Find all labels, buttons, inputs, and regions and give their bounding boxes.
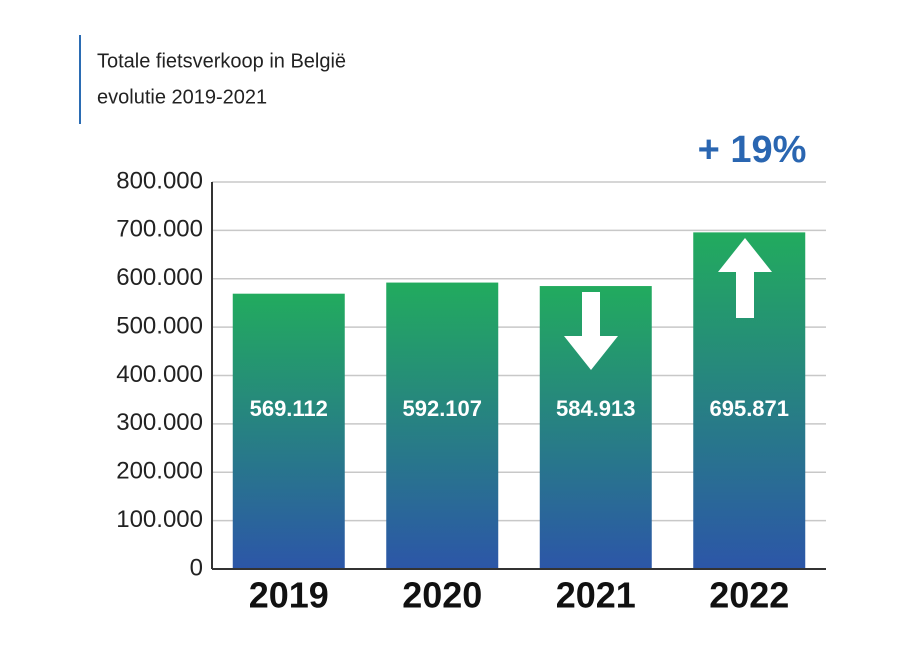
chart-title: Totale fietsverkoop in België [97,50,346,72]
value-label: 695.871 [709,396,789,421]
bar [386,282,499,569]
y-tick-label: 700.000 [116,216,203,243]
y-tick-label: 0 [190,554,203,581]
y-tick-label: 200.000 [116,458,203,485]
x-tick-label: 2022 [709,575,789,616]
value-label: 592.107 [402,396,482,421]
y-tick-label: 800.000 [116,167,203,194]
x-tick-label: 2021 [556,575,636,616]
y-tick-label: 600.000 [116,264,203,291]
x-tick-label: 2020 [402,575,482,616]
value-label: 569.112 [250,396,328,421]
y-tick-label: 400.000 [116,361,203,388]
annotation: + 19% [698,129,807,171]
up-arrow [718,238,772,318]
y-tick-label: 500.000 [116,312,203,339]
y-tick-label: 100.000 [116,506,203,533]
bar [232,293,345,569]
chart-subtitle: evolutie 2019-2021 [97,86,267,108]
plot: 0 100.000 200.000 300.000 400.000 500.000 600.… [116,167,826,616]
down-arrow [564,292,618,370]
y-tick-label: 300.000 [116,409,203,436]
x-tick-label: 2019 [249,575,329,616]
value-label: 584.913 [556,396,636,421]
